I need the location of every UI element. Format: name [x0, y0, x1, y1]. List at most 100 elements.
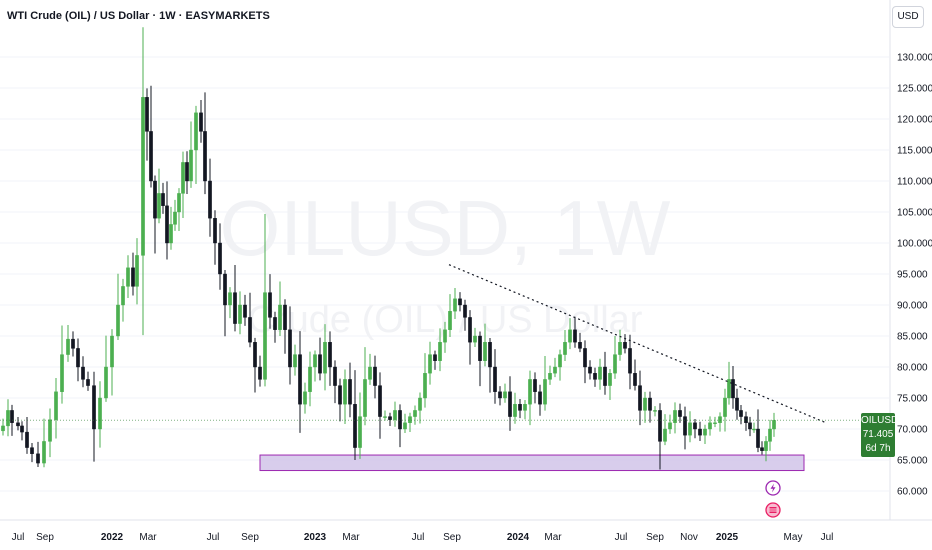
candle: [693, 419, 697, 439]
price-tag-value: 71.405: [862, 429, 894, 440]
candle: [433, 350, 437, 370]
candle: [698, 421, 702, 441]
candle: [458, 292, 462, 312]
candle: [110, 329, 114, 396]
descending-trendline[interactable]: [448, 264, 827, 424]
support-zone[interactable]: [259, 454, 805, 472]
candle: [298, 331, 302, 433]
candle: [603, 351, 607, 395]
candle: [388, 412, 392, 427]
candle: [141, 27, 145, 336]
candle: [218, 223, 222, 290]
y-tick-label: 90.000: [897, 301, 928, 312]
candle: [756, 409, 760, 453]
candle: [42, 418, 46, 468]
candle: [543, 356, 547, 411]
candle: [323, 324, 327, 391]
candle: [498, 386, 502, 406]
candle: [413, 405, 417, 425]
candle: [238, 291, 242, 335]
candle: [173, 199, 177, 231]
candle: [598, 358, 602, 390]
candle: [488, 338, 492, 393]
candle: [36, 441, 40, 467]
candle: [203, 92, 207, 195]
candle: [208, 158, 212, 237]
candle: [293, 344, 297, 376]
candle: [6, 399, 10, 437]
candle: [638, 370, 642, 426]
time-axis[interactable]: Jul Sep 2022 Mar Jul Sep 2023 Mar Jul Sep 2024 Mar J…: [12, 532, 834, 543]
y-tick-label: 130.000: [897, 53, 932, 64]
candle: [658, 403, 662, 470]
candle: [473, 327, 477, 348]
candle: [548, 365, 552, 385]
candle: [313, 350, 317, 382]
candle: [518, 398, 522, 419]
y-tick-label: 85.000: [897, 332, 928, 343]
price-axis[interactable]: 60.000 65.000 70.000 75.000 80.000 85.000 90.0…: [897, 53, 932, 498]
candle: [523, 400, 527, 420]
x-tick-label: Jul: [12, 532, 25, 543]
candle: [104, 335, 108, 402]
candle: [593, 367, 597, 387]
candle: [468, 310, 472, 365]
candle: [116, 273, 120, 341]
candle: [398, 404, 402, 448]
candle: [713, 416, 717, 428]
x-tick-label: Nov: [680, 532, 698, 543]
candle: [403, 413, 407, 434]
candle: [368, 353, 372, 385]
x-tick-label: Sep: [36, 532, 54, 543]
candle: [126, 255, 130, 299]
candle: [30, 442, 34, 463]
candle: [739, 405, 743, 425]
candle: [764, 436, 768, 462]
candle: [333, 360, 337, 404]
candle: [553, 357, 557, 378]
candle: [408, 412, 412, 433]
price-tag-symbol: OILUSD: [861, 415, 899, 426]
candle: [1, 418, 5, 436]
x-tick-label: Jul: [207, 532, 220, 543]
candle: [418, 392, 422, 424]
x-tick-label: Jul: [412, 532, 425, 543]
candle: [92, 371, 96, 462]
candle: [157, 168, 161, 224]
y-tick-label: 70.000: [897, 425, 928, 436]
candle: [54, 377, 58, 439]
candle: [508, 376, 512, 431]
candle: [752, 422, 756, 433]
candle: [463, 299, 467, 331]
candle: [121, 278, 125, 322]
candle: [513, 392, 517, 424]
candle: [633, 359, 637, 391]
candle: [161, 182, 165, 214]
candle: [428, 341, 432, 385]
support-zone-rect[interactable]: [259, 454, 805, 472]
lightning-icon[interactable]: [765, 480, 781, 496]
y-tick-label: 100.000: [897, 239, 932, 250]
candle: [243, 294, 247, 326]
chart-title: WTI Crude (OIL) / US Dollar · 1W · EASYM…: [7, 10, 270, 22]
candle: [735, 388, 739, 420]
candle: [678, 403, 682, 423]
candle: [708, 416, 712, 436]
candle: [703, 424, 707, 445]
candle: [233, 265, 237, 332]
candle: [673, 402, 677, 434]
candle: [613, 336, 617, 379]
candle: [258, 355, 262, 387]
news-calendar-icon[interactable]: [765, 502, 781, 518]
candle: [343, 369, 347, 425]
watermark-symbol: OILUSD, 1W: [220, 184, 671, 272]
y-tick-label: 75.000: [897, 394, 928, 405]
currency-button[interactable]: USD: [892, 6, 924, 28]
candle: [563, 329, 567, 361]
y-tick-label: 110.000: [897, 177, 932, 188]
candle: [628, 334, 632, 390]
trendline-path[interactable]: [448, 264, 827, 424]
candle: [189, 121, 193, 188]
candle: [98, 381, 102, 448]
